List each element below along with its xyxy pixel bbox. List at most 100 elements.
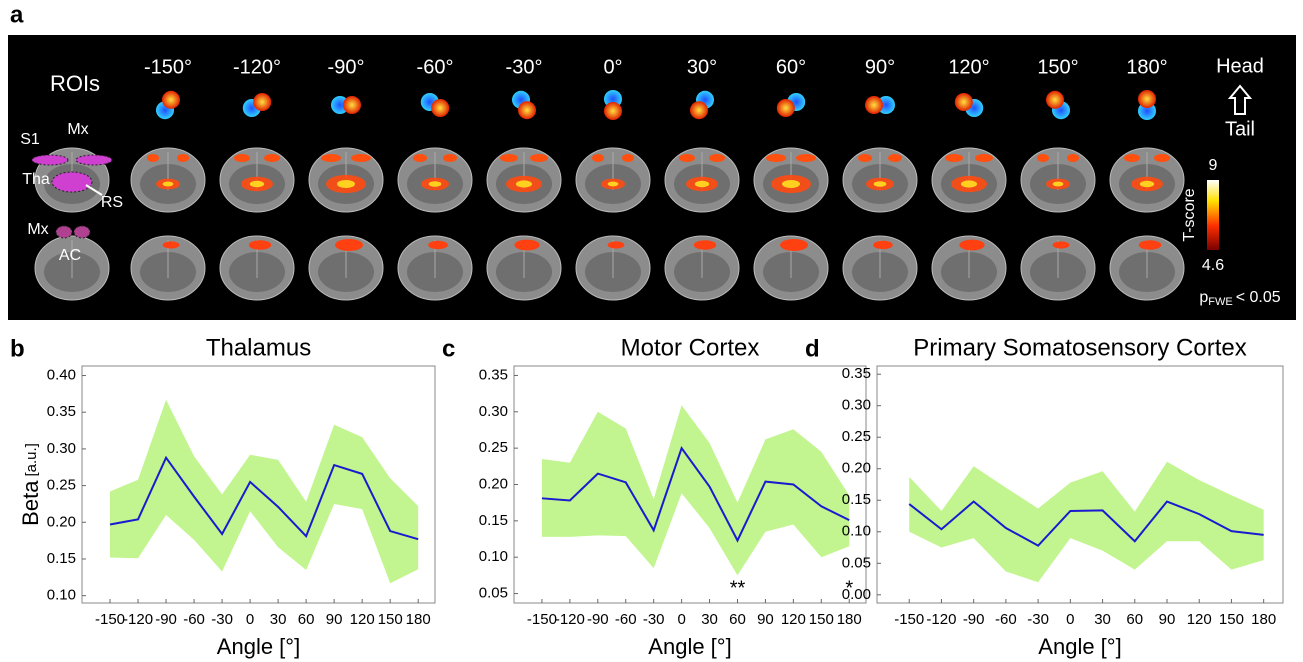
stimulus-orange xyxy=(518,101,536,119)
x-tick-label: 0 xyxy=(1066,611,1074,628)
x-tick-label: 60 xyxy=(729,611,746,628)
colorbar xyxy=(1207,180,1219,250)
activation xyxy=(177,154,189,162)
x-tick-label: 30 xyxy=(1094,611,1111,628)
activation xyxy=(321,154,341,162)
x-tick-label: 150 xyxy=(1219,611,1244,628)
activation xyxy=(608,241,625,248)
x-tick-label: 30 xyxy=(270,611,287,628)
roi-label: S1 xyxy=(20,131,40,148)
angle-label: -150° xyxy=(144,56,192,78)
x-tick-label: 120 xyxy=(781,611,806,628)
y-tick-label: 0.05 xyxy=(842,554,871,571)
roi-label: RS xyxy=(101,194,123,211)
y-axis-label-unit: [a.u.] xyxy=(23,443,40,476)
angle-label: 150° xyxy=(1037,56,1078,78)
activation xyxy=(945,154,963,162)
activation xyxy=(780,239,808,251)
y-tick-label: 0.15 xyxy=(47,550,76,567)
roi-label: Mx xyxy=(67,121,88,138)
roi-label: AC xyxy=(59,247,81,264)
y-tick-label: 0.20 xyxy=(842,460,871,477)
activation xyxy=(796,154,816,162)
activation xyxy=(443,154,457,162)
activation xyxy=(249,240,271,250)
orientation-top: Head xyxy=(1216,55,1264,77)
y-tick-label: 0.30 xyxy=(479,403,508,420)
x-tick-label: 90 xyxy=(1159,611,1176,628)
angle-label: 30° xyxy=(687,56,717,78)
x-tick-label: 180 xyxy=(406,611,431,628)
activation xyxy=(679,154,695,162)
threshold-sub: FWE xyxy=(1208,296,1232,308)
panel-label: c xyxy=(442,335,455,362)
activation xyxy=(429,181,442,187)
x-tick-label: 120 xyxy=(350,611,375,628)
colorbar-min: 4.6 xyxy=(1202,257,1224,274)
activation xyxy=(592,154,604,162)
stimulus-orange xyxy=(955,93,973,111)
colorbar-title: T-score xyxy=(1181,188,1198,241)
x-tick-label: 90 xyxy=(326,611,343,628)
stimulus-orange xyxy=(777,99,795,117)
activation xyxy=(874,181,887,187)
angle-label: 180° xyxy=(1126,56,1167,78)
y-tick-label: 0.25 xyxy=(842,428,871,445)
activation xyxy=(1140,181,1154,187)
activation xyxy=(516,180,532,187)
activation xyxy=(959,240,984,251)
activation xyxy=(351,154,371,162)
x-tick-label: -30 xyxy=(643,611,665,628)
x-axis-label: Angle [°] xyxy=(1038,634,1121,659)
y-tick-label: 0.10 xyxy=(842,523,871,540)
x-tick-label: -60 xyxy=(183,611,205,628)
activation xyxy=(163,241,180,248)
activation xyxy=(335,239,363,251)
angle-label: 90° xyxy=(865,56,895,78)
y-tick-label: 0.40 xyxy=(47,367,76,384)
roi-region xyxy=(52,172,92,192)
y-tick-label: 0.20 xyxy=(479,475,508,492)
y-axis-label-main: Beta xyxy=(18,480,43,526)
x-tick-label: 180 xyxy=(837,611,862,628)
panel-label: d xyxy=(805,335,820,362)
roi-label: Tha xyxy=(22,171,50,188)
activation xyxy=(622,154,634,162)
y-tick-label: 0.10 xyxy=(47,587,76,604)
stimulus-orange xyxy=(1138,90,1156,108)
y-tick-label: 0.25 xyxy=(47,477,76,494)
x-tick-label: -150 xyxy=(95,611,125,628)
figure: a ROIs Head Tail 9 4.6 T-score pFWE< 0.0… xyxy=(0,0,1303,662)
angle-label: -30° xyxy=(506,56,543,78)
x-tick-label: -120 xyxy=(123,611,153,628)
activation xyxy=(500,154,518,162)
activation xyxy=(888,154,902,162)
roi-title: ROIs xyxy=(50,71,100,96)
significance-mark: ** xyxy=(730,577,746,599)
angle-label: 0° xyxy=(603,56,622,78)
x-tick-label: 180 xyxy=(1251,611,1276,628)
colorbar-max: 9 xyxy=(1209,157,1218,174)
x-tick-label: -90 xyxy=(587,611,609,628)
x-tick-label: 0 xyxy=(677,611,685,628)
stimulus-orange xyxy=(604,102,622,120)
x-tick-label: 150 xyxy=(378,611,403,628)
x-tick-label: 30 xyxy=(701,611,718,628)
y-tick-label: 0.10 xyxy=(479,548,508,565)
x-tick-label: -90 xyxy=(963,611,985,628)
x-tick-label: -60 xyxy=(615,611,637,628)
roi-region xyxy=(32,155,68,165)
activation xyxy=(709,154,725,162)
roi-region xyxy=(74,226,90,238)
activation xyxy=(782,180,800,188)
activation xyxy=(250,181,264,187)
x-tick-label: -30 xyxy=(211,611,233,628)
activation xyxy=(1037,154,1049,162)
activation xyxy=(694,240,716,250)
activation xyxy=(163,182,174,187)
orientation-bottom: Tail xyxy=(1225,118,1255,140)
roi-region xyxy=(76,155,112,165)
y-tick-label: 0.00 xyxy=(842,586,871,603)
y-tick-label: 0.35 xyxy=(479,366,508,383)
chart-title: Thalamus xyxy=(206,334,311,361)
